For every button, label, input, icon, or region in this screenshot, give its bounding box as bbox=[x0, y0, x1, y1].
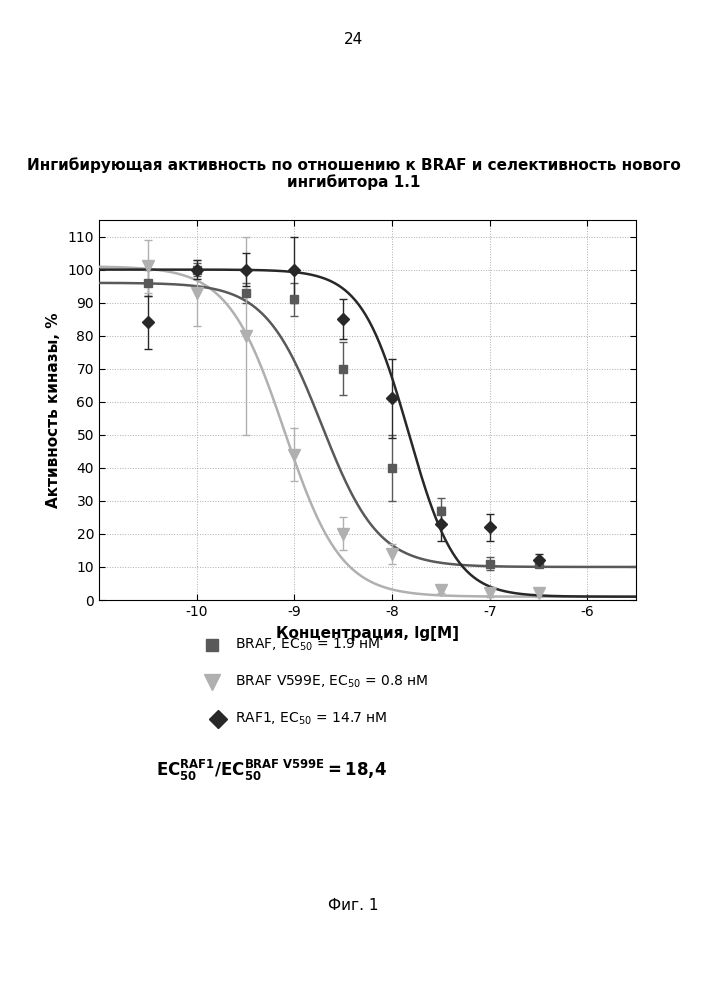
X-axis label: Концентрация, lg[M]: Концентрация, lg[M] bbox=[276, 626, 459, 641]
Text: BRAF, EC$_{50}$ = 1.9 нМ: BRAF, EC$_{50}$ = 1.9 нМ bbox=[235, 637, 380, 653]
Text: $\mathbf{EC_{50}^{RAF1}/EC_{50}^{BRAF\ V599E} = 18{,}4}$: $\mathbf{EC_{50}^{RAF1}/EC_{50}^{BRAF\ V… bbox=[156, 757, 387, 783]
Text: RAF1, EC$_{50}$ = 14.7 нМ: RAF1, EC$_{50}$ = 14.7 нМ bbox=[235, 711, 387, 727]
Text: BRAF V599E, EC$_{50}$ = 0.8 нМ: BRAF V599E, EC$_{50}$ = 0.8 нМ bbox=[235, 674, 428, 690]
Text: ингибитора 1.1: ингибитора 1.1 bbox=[287, 174, 420, 190]
Text: Ингибирующая активность по отношению к BRAF и селективность нового: Ингибирующая активность по отношению к B… bbox=[27, 157, 680, 173]
Y-axis label: Активность киназы, %: Активность киназы, % bbox=[46, 312, 61, 508]
Text: 24: 24 bbox=[344, 32, 363, 47]
Text: Фиг. 1: Фиг. 1 bbox=[328, 898, 379, 912]
